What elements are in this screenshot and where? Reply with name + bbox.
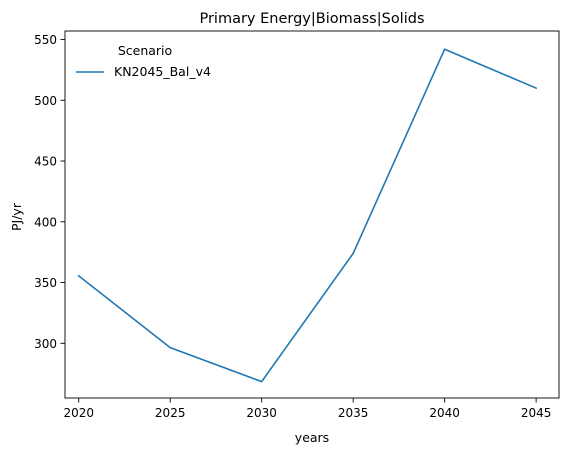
legend: Scenario KN2045_Bal_v4: [76, 43, 211, 79]
x-tick-label: 2025: [155, 406, 186, 420]
series-line: [77, 48, 538, 383]
plot-frame: [64, 30, 560, 399]
chart-title: Primary Energy|Biomass|Solids: [199, 11, 424, 27]
plot-area: [64, 30, 560, 399]
y-tick-label: 350: [34, 276, 57, 290]
y-tick-label: 300: [34, 337, 57, 351]
y-tick-label: 550: [34, 33, 57, 47]
legend-entry-label: KN2045_Bal_v4: [114, 64, 211, 79]
x-tick-label: 2035: [338, 406, 369, 420]
y-axis: 300 350 400 450 500 550: [34, 33, 65, 351]
x-axis: 2020 2025 2030 2035 2040 2045: [63, 398, 551, 420]
series-layer: [77, 48, 538, 383]
y-tick-label: 450: [34, 155, 57, 169]
x-axis-label: years: [295, 430, 329, 445]
legend-title: Scenario: [118, 43, 172, 58]
x-tick-label: 2030: [246, 406, 277, 420]
y-tick-label: 500: [34, 94, 57, 108]
x-tick-label: 2040: [429, 406, 460, 420]
y-axis-label: PJ/yr: [9, 202, 24, 231]
x-tick-label: 2020: [63, 406, 94, 420]
x-tick-label: 2045: [521, 406, 552, 420]
y-tick-label: 400: [34, 215, 57, 229]
